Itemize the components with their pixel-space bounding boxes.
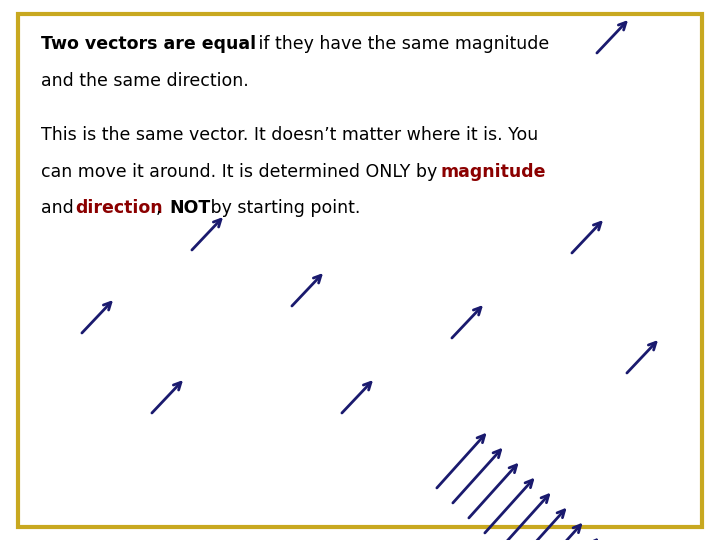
Text: and the same direction.: and the same direction.: [41, 72, 249, 90]
Text: NOT: NOT: [169, 199, 210, 217]
Text: This is the same vector. It doesn’t matter where it is. You: This is the same vector. It doesn’t matt…: [41, 126, 539, 144]
Text: if they have the same magnitude: if they have the same magnitude: [253, 35, 549, 53]
Text: and: and: [41, 199, 79, 217]
Text: direction: direction: [76, 199, 163, 217]
Text: magnitude: magnitude: [441, 163, 546, 180]
Text: Two vectors are equal: Two vectors are equal: [41, 35, 256, 53]
Text: can move it around. It is determined ONLY by: can move it around. It is determined ONL…: [41, 163, 443, 180]
Text: ,: ,: [156, 199, 167, 217]
Text: by starting point.: by starting point.: [205, 199, 361, 217]
